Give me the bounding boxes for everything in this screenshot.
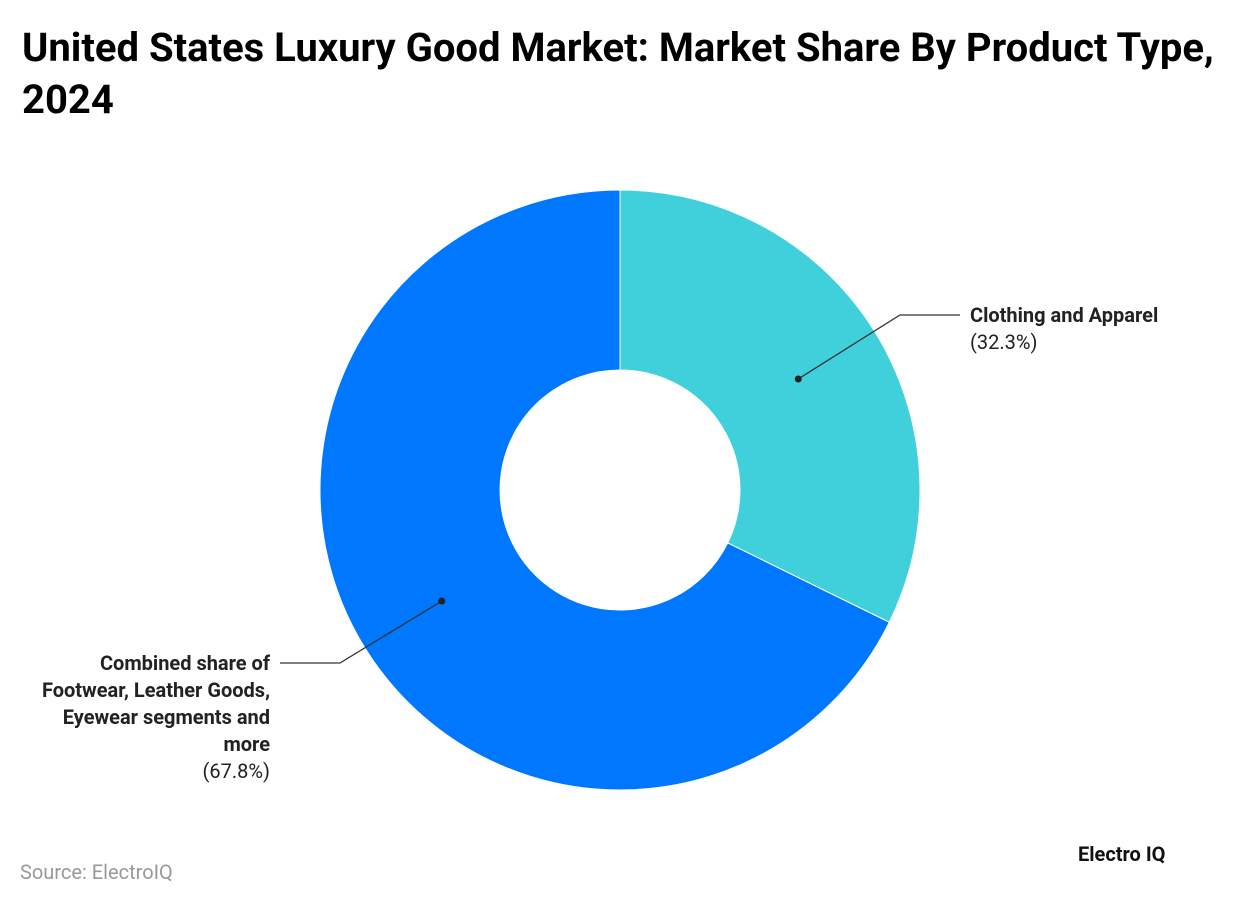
value-label: (32.3%)	[970, 330, 1038, 354]
leader-dot	[794, 375, 802, 383]
category-label: Clothing and Apparel	[970, 303, 1159, 327]
donut-slice	[619, 189, 921, 623]
slice-label: Combined share of Footwear, Leather Good…	[40, 650, 270, 785]
leader-dot	[438, 597, 446, 605]
value-label: (67.8%)	[202, 759, 270, 783]
leader-line	[797, 314, 960, 380]
leader-line	[280, 600, 443, 664]
slice-label: Clothing and Apparel (32.3%)	[970, 302, 1158, 356]
donut-slice	[319, 189, 890, 791]
brand-logo: Electro IQ	[1078, 842, 1166, 866]
chart-title: United States Luxury Good Market: Market…	[22, 24, 1214, 123]
category-label: Combined share of Footwear, Leather Good…	[41, 651, 270, 756]
source: Source: ElectroIQ	[20, 860, 173, 884]
